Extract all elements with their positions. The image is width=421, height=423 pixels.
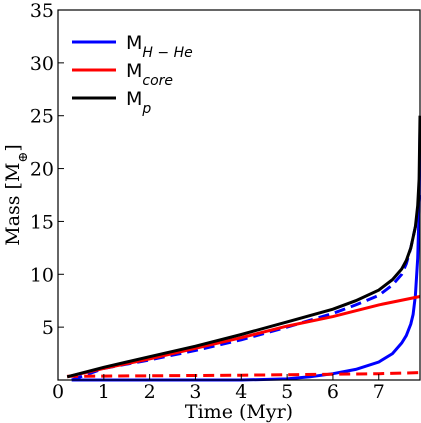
y-axis-label-symbol: ⊕	[16, 152, 31, 163]
series-line-0	[71, 131, 421, 382]
x-tick-label: 4	[235, 381, 247, 403]
y-tick-label: 35	[30, 0, 54, 22]
x-axis-label: Time (Myr)	[185, 401, 293, 423]
y-tick-label: 25	[30, 106, 54, 128]
y-tick-label: 5	[42, 317, 54, 339]
legend-label: MH − He	[126, 32, 193, 61]
x-tick-label: 7	[373, 381, 385, 403]
y-tick-label: 20	[30, 159, 54, 181]
y-axis-label-text: Mass [M	[2, 163, 24, 246]
series-line-3	[67, 371, 421, 378]
legend-label: Mp	[126, 88, 151, 117]
legend-label: Mcore	[126, 60, 173, 89]
x-tick-label: 1	[98, 381, 110, 403]
plot-frame	[57, 9, 421, 381]
x-tick-label: 2	[144, 381, 156, 403]
x-tick-label: 5	[281, 381, 293, 403]
axis-ticks: 0 1 2 3 4 5 6 7 5 10 15 20 25 30 35	[30, 0, 385, 403]
x-tick-label: 0	[52, 381, 64, 403]
y-axis-label-close: ]	[2, 144, 24, 151]
series-line-4	[66, 115, 421, 379]
series-lines	[66, 115, 421, 382]
series-line-1	[71, 194, 421, 382]
x-tick-label: 3	[189, 381, 201, 403]
y-tick-label: 30	[30, 53, 54, 75]
x-tick-label: 6	[327, 381, 339, 403]
y-tick-label: 15	[30, 211, 54, 233]
y-axis-label: Mass [M⊕]	[2, 144, 31, 246]
y-tick-label: 10	[30, 264, 54, 286]
